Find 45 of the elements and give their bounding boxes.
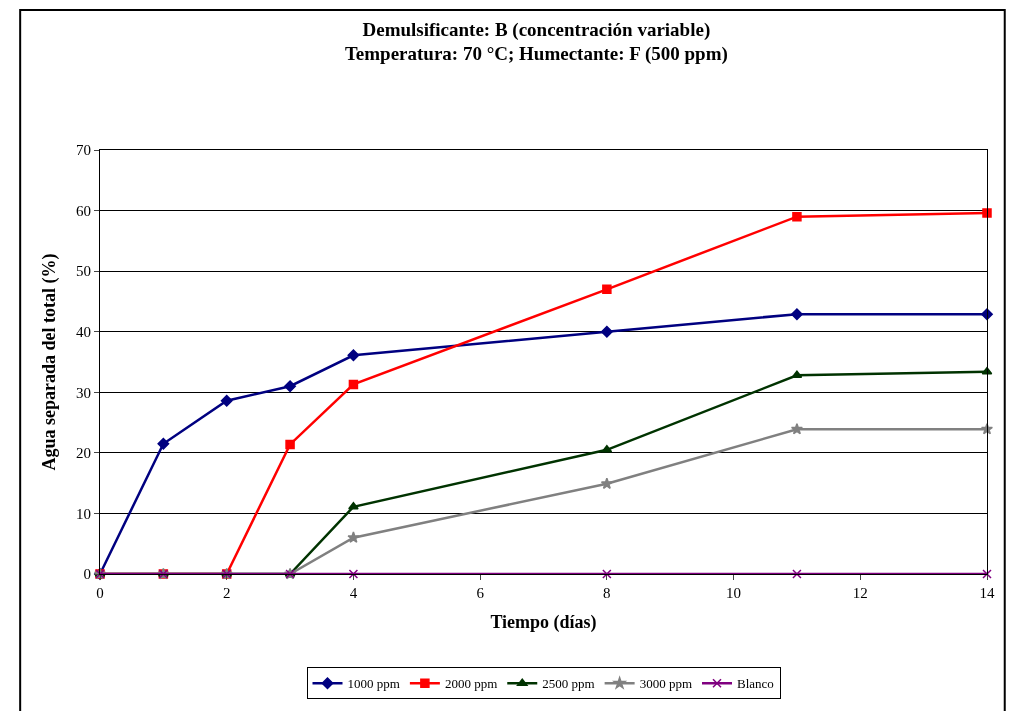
y-tick-label: 60: [76, 202, 91, 219]
y-tick-label: 0: [83, 566, 91, 583]
legend-label: 2500 ppm: [542, 676, 595, 692]
point: [347, 531, 360, 543]
x-tick-label: 0: [96, 585, 104, 601]
legend-label: 2000 ppm: [444, 676, 498, 692]
y-axis-title: Agua separada del total (%): [39, 253, 61, 471]
point: [348, 379, 359, 390]
x-tick-label: 4: [349, 585, 358, 601]
y-tick-label: 20: [76, 445, 91, 462]
point: [792, 569, 802, 579]
point: [790, 308, 803, 321]
x-tick-label: 10: [726, 585, 742, 601]
legend-label: 3000 ppm: [639, 676, 692, 692]
point: [348, 569, 359, 579]
point: [791, 370, 803, 379]
y-tick-label: 10: [76, 505, 91, 522]
point: [157, 437, 170, 450]
point: [220, 394, 233, 407]
y-tick-label: 50: [76, 263, 91, 280]
x-tick-label: 12: [852, 585, 868, 601]
point: [982, 569, 992, 579]
point: [347, 349, 360, 362]
point: [348, 502, 359, 510]
chart-title: Demulsificante: B (concentración variable) Temperatura: 70 °C; Humectante: F (500 ppm): [344, 18, 728, 66]
legend-label: 1000 ppm: [347, 676, 400, 692]
x-tick-label: 8: [603, 585, 611, 601]
point: [600, 325, 613, 338]
point: [285, 439, 295, 450]
y-tick-label: 30: [76, 384, 91, 401]
point: [602, 284, 612, 295]
point: [284, 380, 297, 393]
legend-label: Blanco: [737, 676, 774, 692]
x-tick-label: 6: [476, 585, 485, 601]
x-axis-title: Tiempo (días): [490, 612, 597, 634]
point: [981, 308, 993, 321]
x-tick-label: 2: [222, 585, 231, 601]
point: [790, 422, 804, 435]
point: [602, 569, 612, 579]
point: [792, 211, 802, 222]
y-tick-label: 40: [76, 323, 91, 340]
point: [982, 208, 992, 218]
x-tick-label: 14: [979, 585, 995, 601]
y-tick-label: 70: [76, 142, 91, 159]
point: [600, 477, 613, 490]
